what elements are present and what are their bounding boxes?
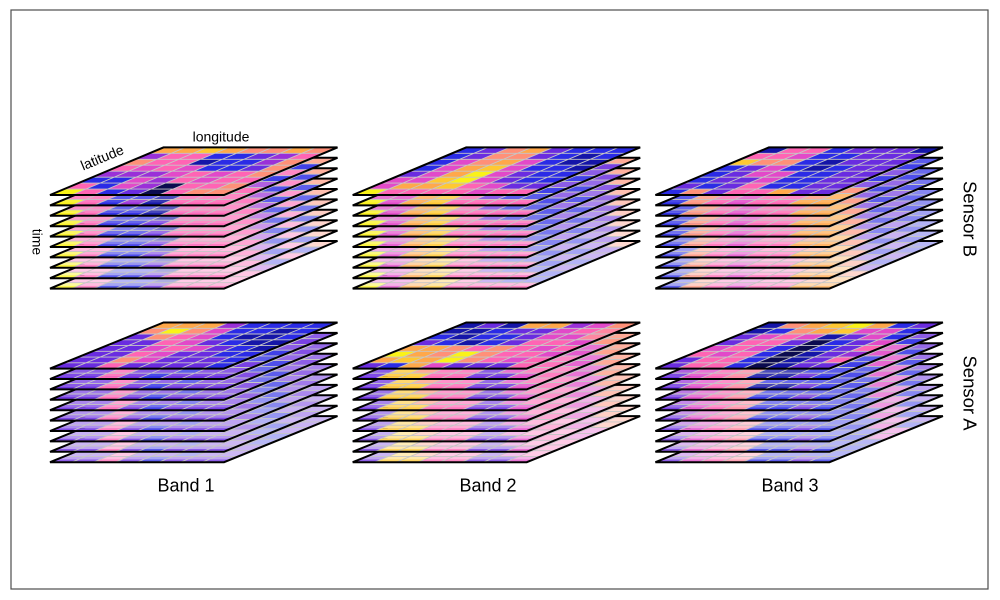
- svg-text:longitude: longitude: [193, 128, 250, 144]
- svg-text:Band 1: Band 1: [157, 476, 214, 496]
- svg-text:Sensor B: Sensor B: [960, 181, 981, 257]
- svg-text:Sensor A: Sensor A: [960, 355, 981, 431]
- svg-text:time: time: [30, 229, 46, 256]
- svg-text:Band 3: Band 3: [761, 476, 818, 496]
- svg-text:Band 2: Band 2: [459, 476, 516, 496]
